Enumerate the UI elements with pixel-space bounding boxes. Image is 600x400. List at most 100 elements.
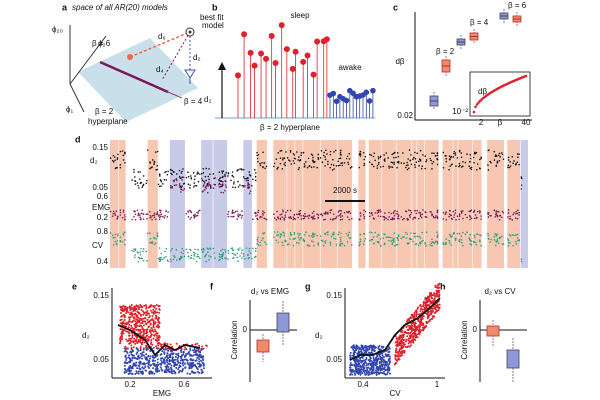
cv-point (449, 235, 452, 238)
wake-point (163, 369, 166, 372)
sleep-model (292, 48, 299, 55)
emg-point (159, 215, 162, 218)
sleep-point (402, 343, 405, 346)
wake-point (136, 357, 139, 360)
emg-point (244, 185, 246, 187)
sleep-point (421, 316, 424, 319)
d2-point (141, 186, 144, 188)
cv-point (289, 238, 291, 240)
emg-point (111, 215, 114, 217)
sleep-point (141, 317, 144, 320)
d2-point (212, 173, 215, 175)
wake-point (165, 368, 168, 371)
wake-point (156, 347, 159, 350)
sleep-point (153, 306, 156, 309)
cv-point (496, 239, 499, 242)
sleep-point (416, 326, 419, 329)
d2-point (137, 184, 139, 187)
sleep-point (420, 319, 423, 322)
wake-point (123, 371, 126, 374)
wake-point (166, 356, 169, 359)
sleep-point (401, 329, 404, 332)
cv-point (273, 231, 276, 233)
d2-point (181, 176, 184, 179)
text: 0.05 (92, 183, 108, 192)
d2-point (171, 169, 173, 172)
sleep-point (415, 334, 418, 337)
emg-point (419, 213, 422, 216)
d2-point (180, 172, 183, 174)
d2-point (159, 175, 161, 177)
wake-point (375, 367, 378, 370)
cv-point (312, 240, 314, 243)
emg-point (284, 214, 287, 216)
wake-point (380, 359, 383, 362)
d2-point (262, 166, 264, 169)
emg-point (142, 218, 145, 220)
cv-point (473, 234, 476, 237)
emg-point (176, 179, 178, 182)
wake-point (181, 362, 184, 365)
wake-point (179, 361, 182, 364)
wake-point (156, 367, 159, 370)
sleep-point (410, 316, 413, 319)
wake-point (388, 355, 391, 358)
wake-point (139, 361, 142, 364)
d2-point (359, 155, 362, 157)
wake-point (352, 354, 355, 357)
emg-point (409, 216, 411, 218)
cv-point (218, 255, 221, 258)
d2-point (518, 153, 520, 155)
sleep-point (412, 341, 415, 344)
wake-point (355, 364, 358, 367)
inset-dot (524, 74, 528, 78)
cv-point (410, 232, 412, 234)
wake-point (362, 346, 365, 349)
d2-point (382, 165, 385, 168)
cv-point (489, 241, 492, 243)
d2-point (436, 154, 439, 157)
cv-point (509, 241, 511, 244)
d2-point (282, 157, 284, 159)
d2-point (453, 152, 455, 155)
wake-point (176, 363, 179, 366)
wake-point (362, 352, 365, 355)
wake-point (386, 349, 389, 352)
cv-point (350, 244, 353, 246)
cv-point (305, 231, 307, 234)
cv-point (298, 242, 300, 244)
d2-point (136, 182, 139, 184)
sleep-point (149, 342, 152, 345)
emg-point (487, 216, 490, 218)
d2-point (458, 162, 461, 165)
sleep-point (438, 303, 441, 306)
sleep-point (425, 312, 428, 315)
emg-point (302, 214, 305, 217)
wake-point (357, 365, 360, 368)
sleep-point (138, 325, 141, 328)
d2-point (264, 167, 266, 170)
d2-point (442, 166, 445, 169)
cv-point (394, 244, 396, 247)
wake-point (171, 356, 174, 359)
cv-point (420, 240, 423, 243)
emg-point (259, 216, 261, 219)
cv-point (227, 252, 230, 254)
emg-point (148, 210, 151, 213)
emg-point (515, 212, 517, 215)
cv-point (277, 241, 279, 244)
cv-point (262, 232, 264, 235)
wake-point (361, 372, 364, 375)
sleep-point (127, 334, 130, 337)
emg-point (124, 214, 126, 216)
wake-point (352, 344, 355, 347)
wake-point (192, 349, 195, 352)
cv-point (369, 239, 371, 242)
sleep-point (401, 345, 404, 348)
sleep-epoch (287, 140, 295, 268)
emg-point (218, 183, 220, 186)
emg-point (124, 216, 126, 218)
wake-point (365, 357, 368, 360)
emg-point (455, 218, 457, 221)
d2-point (290, 163, 293, 165)
